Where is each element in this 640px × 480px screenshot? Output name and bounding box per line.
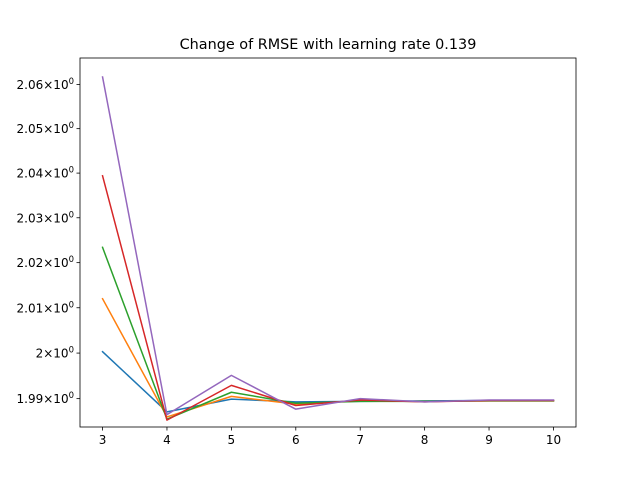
x-tick-label: 8 xyxy=(421,433,429,447)
x-tick-label: 5 xyxy=(228,433,236,447)
series-line-5 xyxy=(101,76,555,416)
y-tick-label: 2.02×100 xyxy=(17,255,74,270)
x-tick-label: 3 xyxy=(99,433,107,447)
y-tick-label: 2.01×100 xyxy=(17,300,74,315)
series-layer xyxy=(101,76,555,421)
axis-layer: 3 4 5 6 7 8 9 10 1.99×100 2×100 2.01×100 2.02×100 2.… xyxy=(17,77,562,447)
x-tick-label: 6 xyxy=(292,433,300,447)
x-tick-label: 9 xyxy=(485,433,493,447)
y-tick-label: 2.03×100 xyxy=(17,210,74,225)
y-tick-label: 1.99×100 xyxy=(17,391,74,406)
x-tick-label: 7 xyxy=(356,433,364,447)
plot-frame xyxy=(79,57,577,428)
y-tick-label: 2×100 xyxy=(36,346,74,361)
x-tick-label: 10 xyxy=(546,433,561,447)
chart-title: Change of RMSE with learning rate 0.139 xyxy=(180,37,477,53)
y-tick-label: 2.06×100 xyxy=(17,77,74,92)
y-tick-label: 2.05×100 xyxy=(17,121,74,136)
x-tick-label: 4 xyxy=(163,433,171,447)
y-tick-label: 2.04×100 xyxy=(17,166,74,181)
